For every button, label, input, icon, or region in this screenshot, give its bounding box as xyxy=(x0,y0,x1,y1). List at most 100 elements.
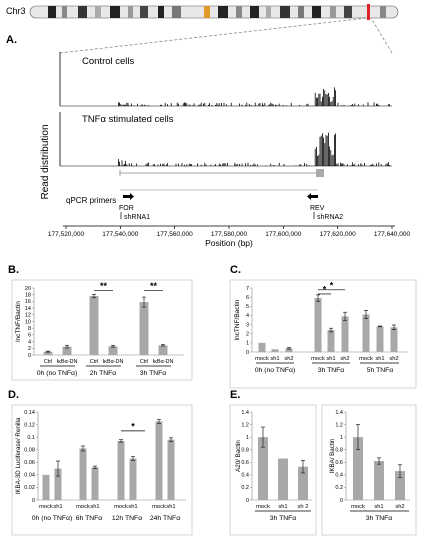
panel-frame xyxy=(229,279,417,389)
bar xyxy=(42,474,50,500)
significance-marker: ** xyxy=(100,281,108,291)
bar-label: sh1 xyxy=(270,356,279,362)
bar xyxy=(285,348,293,352)
y-tick-label: 12 xyxy=(25,313,31,319)
position-tick-label: 177,560,000 xyxy=(157,231,194,238)
y-axis-label: IKBA-3D Luciferase/ Renilla xyxy=(15,417,22,494)
control-cells-title: Control cells xyxy=(82,56,135,67)
y-tick-label: 0 xyxy=(340,498,343,504)
bar-label: mock xyxy=(351,504,365,510)
bar xyxy=(89,296,99,355)
rev-primer-label: REV xyxy=(310,205,325,212)
bar xyxy=(341,316,349,352)
significance-marker: ** xyxy=(150,281,158,291)
bar-label: sh1 xyxy=(375,356,384,362)
group-label: 3h TNFα xyxy=(366,515,393,522)
panel-a: Chr3 A. xyxy=(6,4,410,248)
bar-label: sh 2 xyxy=(298,504,309,510)
bar-label: Ctrl xyxy=(140,359,149,365)
position-tick-label: 177,580,000 xyxy=(211,231,248,238)
for-primer-label: FOR xyxy=(119,205,134,212)
bar xyxy=(54,468,62,500)
y-tick-label: 0 xyxy=(32,498,35,504)
bar xyxy=(327,330,335,352)
y-tick-label: 0.4 xyxy=(335,473,343,479)
y-tick-label: 0.06 xyxy=(24,460,35,466)
control-cells-track xyxy=(118,87,391,106)
bar-label: sh1 xyxy=(326,356,335,362)
panel-frame xyxy=(11,279,193,381)
significance-marker: * xyxy=(330,280,334,290)
bar xyxy=(117,440,125,500)
bar xyxy=(79,448,87,500)
bar-label: Ctrl xyxy=(44,359,53,365)
y-tick-label: 16 xyxy=(25,299,31,305)
bar-label: mock xyxy=(39,504,53,510)
group-label: 0h (no TNFα) xyxy=(32,515,72,522)
y-tick-label: 0.6 xyxy=(335,460,343,466)
tnf-stimulated-track xyxy=(118,132,391,166)
significance-marker: * xyxy=(323,284,327,294)
y-tick-label: 18 xyxy=(25,293,31,299)
position-tick-label: 177,620,000 xyxy=(320,231,357,238)
bar xyxy=(362,314,370,352)
group-label: 0h (no TNFα) xyxy=(255,367,295,374)
bar-label: sh2 xyxy=(340,356,349,362)
y-tick-label: 14 xyxy=(25,306,31,312)
y-tick-label: 10 xyxy=(25,319,31,325)
read-distribution-label: Read distribution xyxy=(40,124,51,199)
bar-label: sh1 xyxy=(374,504,383,510)
y-axis-label: IKBA/ Bactin xyxy=(329,438,336,473)
panel-label: E. xyxy=(230,389,240,401)
bar-label: mock xyxy=(76,504,90,510)
panel-a-label: A. xyxy=(6,34,17,46)
y-tick-label: 0.14 xyxy=(24,410,35,416)
panel-frame xyxy=(229,404,317,536)
bar xyxy=(390,327,398,352)
panel-label: C. xyxy=(230,264,241,276)
y-tick-label: 0.12 xyxy=(24,422,35,428)
bar xyxy=(108,346,118,355)
bar-label: mock xyxy=(152,504,166,510)
bar-label: sh2 xyxy=(395,504,404,510)
bar-label: IκBα-DN xyxy=(153,359,174,365)
y-tick-label: 7 xyxy=(246,286,249,292)
reverse-primer-icon xyxy=(307,193,318,200)
y-tick-label: 1.4 xyxy=(335,410,343,416)
y-tick-label: 0.2 xyxy=(241,485,249,491)
shrna1-label: shRNA1 xyxy=(124,214,150,221)
bar-label: Ctrl xyxy=(90,359,99,365)
y-tick-label: 3 xyxy=(246,322,249,328)
bar xyxy=(395,471,405,500)
bar xyxy=(278,458,288,500)
y-tick-label: 0.4 xyxy=(241,473,249,479)
bar-label: mock xyxy=(359,356,373,362)
y-tick-label: 0.2 xyxy=(335,485,343,491)
bar-label: mock xyxy=(255,356,269,362)
bar-label: sh1 xyxy=(166,504,175,510)
chromosome-ideogram xyxy=(29,4,399,20)
y-tick-label: 0.08 xyxy=(24,448,35,454)
y-tick-label: 0.8 xyxy=(241,448,249,454)
bar-label: mock xyxy=(114,504,128,510)
bar-label: IκBα-DN xyxy=(103,359,124,365)
position-axis-title: Position (bp) xyxy=(205,238,253,248)
group-label: 3h TNFα xyxy=(140,370,167,377)
panel-label: D. xyxy=(8,389,19,401)
bar xyxy=(258,342,266,352)
y-tick-label: 1.2 xyxy=(335,422,343,428)
position-tick-label: 177,600,000 xyxy=(265,231,302,238)
y-tick-label: 1.2 xyxy=(241,422,249,428)
position-axis-ticks: 177,520,000 177,540,000 177,560,000 177,580… xyxy=(48,226,410,238)
bar xyxy=(155,421,163,500)
bar-label: sh2 xyxy=(389,356,398,362)
y-tick-label: 6 xyxy=(246,295,249,301)
y-tick-label: 0.1 xyxy=(27,435,35,441)
y-tick-label: 1 xyxy=(246,435,249,441)
bar xyxy=(353,437,363,500)
qpcr-primers-label: qPCR primers xyxy=(66,196,116,205)
significance-marker: * xyxy=(131,421,135,431)
